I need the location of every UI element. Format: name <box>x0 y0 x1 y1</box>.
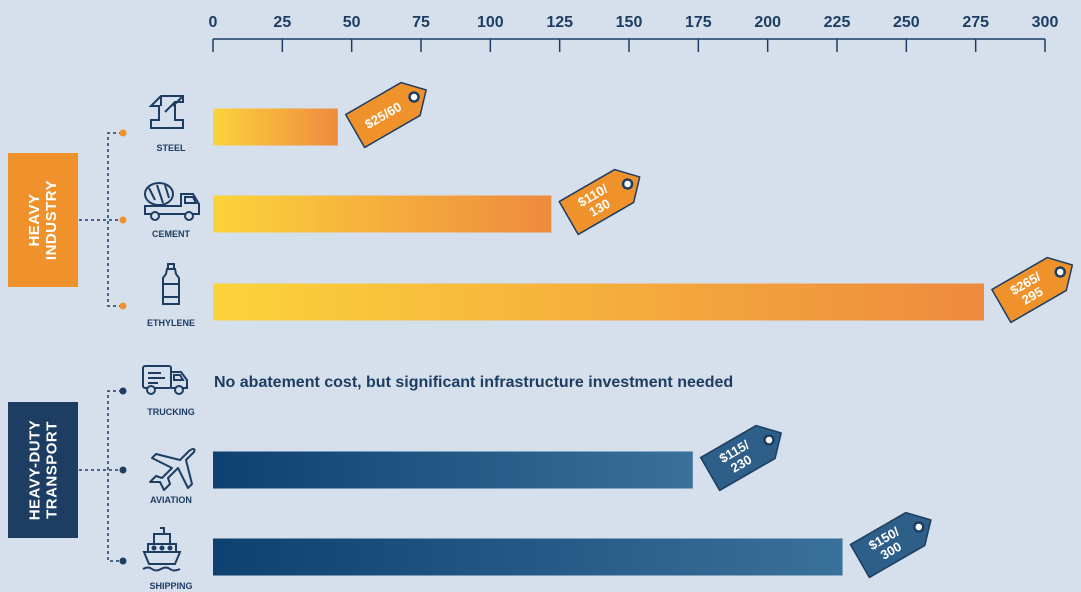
ship-icon <box>142 527 182 572</box>
price-tag: $115/230 <box>699 424 782 492</box>
price-tag: $150/300 <box>849 511 932 579</box>
connector-dot <box>119 466 127 474</box>
x-tick-label: 125 <box>546 14 573 31</box>
category-label: AVIATION <box>150 495 192 505</box>
category-label: CEMENT <box>152 229 191 239</box>
price-tag: $110/130 <box>558 168 641 236</box>
price-tag-hole <box>763 434 775 446</box>
price-tag-hole <box>1054 266 1066 278</box>
airplane-icon <box>149 448 196 491</box>
x-tick-label: 0 <box>209 14 218 31</box>
bar-aviation <box>213 451 693 489</box>
group-label-text: HEAVY INDUSTRY <box>26 179 60 261</box>
price-tag-shape <box>344 81 427 149</box>
trucking-annotation: No abatement cost, but significant infra… <box>214 374 734 391</box>
connector-dot <box>119 302 127 310</box>
x-tick-label: 225 <box>824 14 851 31</box>
price-tag-hole <box>621 178 634 190</box>
category-label: ETHYLENE <box>147 318 195 328</box>
cement-truck-icon <box>144 182 200 221</box>
category-label: STEEL <box>156 143 186 153</box>
x-tick-label: 250 <box>893 14 920 31</box>
x-tick-label: 275 <box>962 14 989 31</box>
truck-icon <box>142 365 188 395</box>
x-tick-label: 300 <box>1032 14 1059 31</box>
group-connectors <box>79 129 127 565</box>
group-label-text: HEAVY-DUTY TRANSPORT <box>26 419 61 521</box>
x-tick-label: 50 <box>343 14 361 31</box>
bar-cement <box>213 195 552 233</box>
x-tick-label: 175 <box>685 14 712 31</box>
price-tag: $25/60 <box>344 81 427 149</box>
price-tag-shape <box>991 256 1074 324</box>
category-icons <box>142 95 200 572</box>
x-tick-label: 150 <box>616 14 643 31</box>
price-tag-shape <box>849 511 932 579</box>
category-label: TRUCKING <box>147 407 195 417</box>
price-tags: $25/60 $110/130 $265/295 $115/230 $150/300 <box>344 81 1074 579</box>
group-label-heavy-industry: HEAVY INDUSTRY <box>8 153 78 287</box>
connector-dot <box>119 557 127 565</box>
price-tag-hole <box>408 91 420 103</box>
steel-icon <box>148 95 184 129</box>
price-tag-shape <box>558 168 641 236</box>
ethylene-bottle-icon <box>162 263 180 305</box>
price-tag-hole <box>913 521 925 533</box>
x-tick-label: 25 <box>273 14 291 31</box>
group-bracket <box>107 132 122 307</box>
price-tag-shape <box>699 424 782 492</box>
group-label-heavy-duty-transport: HEAVY-DUTY TRANSPORT <box>8 402 78 538</box>
connector-dot <box>119 387 127 395</box>
connector-dot <box>119 129 127 137</box>
x-tick-label: 100 <box>477 14 504 31</box>
bars <box>213 108 984 576</box>
x-axis: 0 25 50 75 100 125 150 175 200 225 250 275 300 <box>209 14 1059 52</box>
bar-shipping <box>213 538 843 576</box>
x-tick-label: 75 <box>412 14 430 31</box>
category-labels: STEEL CEMENT ETHYLENE TRUCKING AVIATION SHIPP… <box>147 143 195 591</box>
group-bracket <box>107 390 122 562</box>
category-label: SHIPPING <box>149 581 192 591</box>
bar-steel <box>213 108 338 146</box>
x-tick-label: 200 <box>754 14 781 31</box>
bar-ethylene <box>213 283 984 321</box>
connector-dot <box>119 216 127 224</box>
price-tag: $265/295 <box>991 256 1074 324</box>
